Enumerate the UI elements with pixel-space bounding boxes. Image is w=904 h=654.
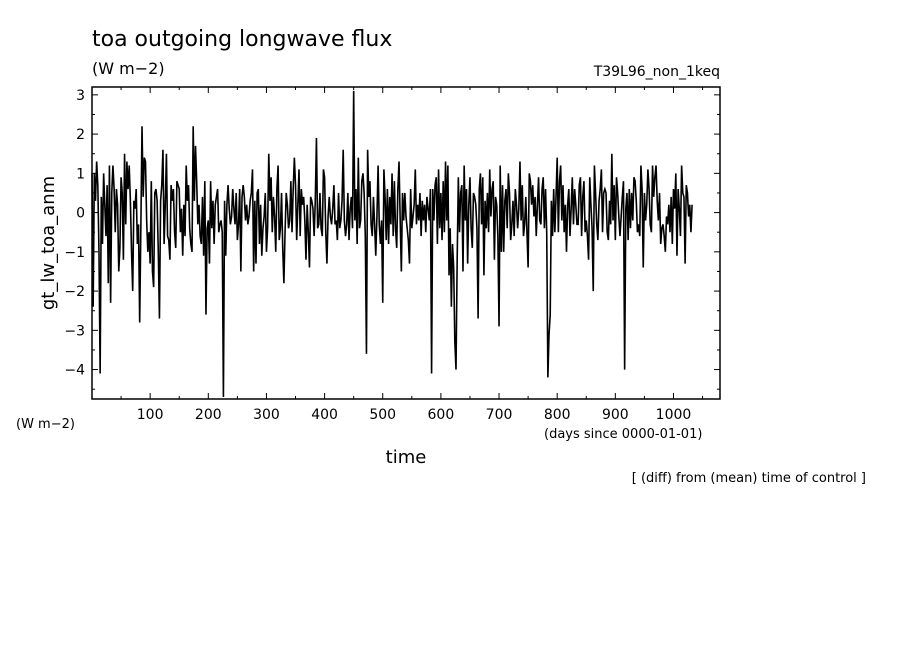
run-label: T39L96_non_1keq	[593, 64, 720, 80]
x-tick-label: 400	[311, 407, 338, 423]
x-tick-label: 500	[369, 407, 396, 423]
x-tick-label: 100	[137, 407, 164, 423]
y-tick-label: −3	[64, 323, 85, 339]
y-ticks: −4 −3 −2 −1 0 1 2 3	[64, 88, 720, 390]
y-tick-label: 1	[76, 166, 85, 182]
x-tick-label: 200	[195, 407, 222, 423]
x-tick-label: 600	[428, 407, 455, 423]
series-line	[91, 90, 693, 398]
y-tick-label: −1	[64, 245, 85, 261]
y-tick-label: 0	[76, 206, 85, 222]
series-group	[91, 90, 693, 398]
x-axis-label: time	[386, 447, 427, 468]
y-tick-label: 2	[76, 127, 85, 143]
y-tick-label: −2	[64, 284, 85, 300]
x-tick-label: 800	[544, 407, 571, 423]
x-ticks: 100 200 300 400 500 600 700 800 900 1000	[120, 87, 704, 423]
plot-frame	[91, 86, 721, 400]
y-tick-label: 3	[76, 88, 85, 104]
x-tick-label: 900	[602, 407, 629, 423]
chart-units: (W m−2)	[92, 59, 165, 78]
x-tick-label: 700	[486, 407, 513, 423]
y-axis-label: gt_lw_toa_anm	[38, 176, 59, 310]
y-tick-label: −4	[64, 363, 85, 379]
x-tick-label: 1000	[656, 407, 692, 423]
x-tick-label: 300	[253, 407, 280, 423]
diff-note: [ (diff) from (mean) time of control ]	[632, 471, 866, 486]
y-axis-units: (W m−2)	[16, 417, 75, 432]
chart-title: toa outgoing longwave flux	[92, 27, 392, 52]
x-axis-units: (days since 0000-01-01)	[544, 427, 702, 442]
